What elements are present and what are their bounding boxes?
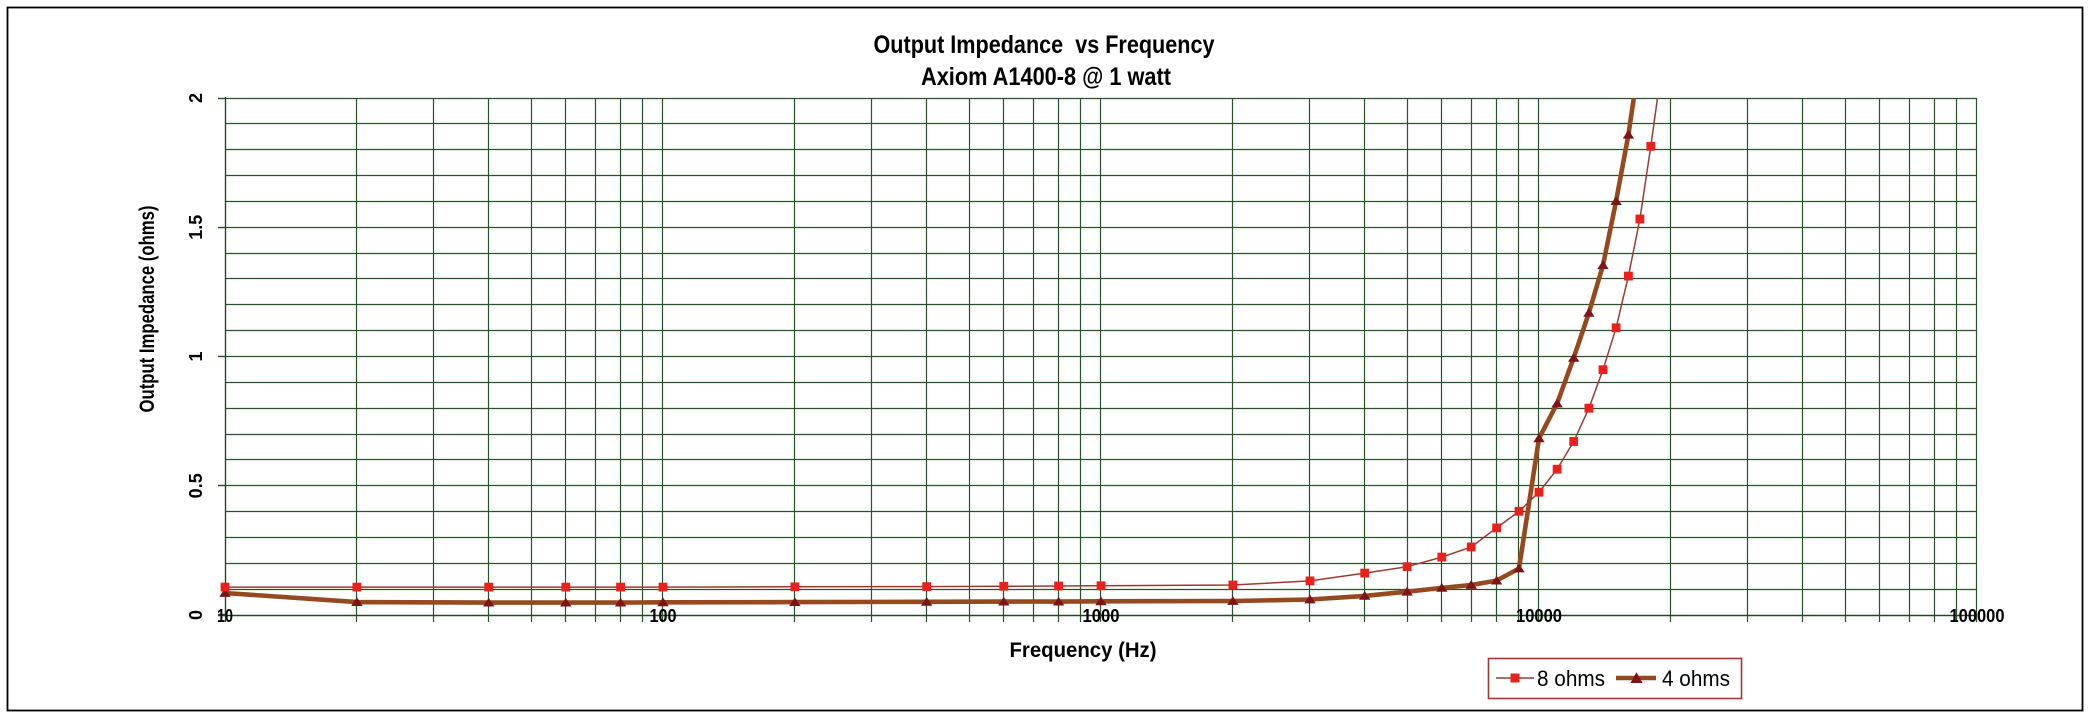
svg-text:Output Impedance vs Frequency: Output Impedance vs Frequency <box>874 31 1215 59</box>
svg-text:2: 2 <box>186 93 206 103</box>
svg-text:100: 100 <box>650 606 677 626</box>
svg-text:10: 10 <box>217 606 233 626</box>
svg-text:0.5: 0.5 <box>186 473 206 498</box>
svg-text:1000: 1000 <box>1083 606 1120 626</box>
svg-text:Frequency (Hz): Frequency (Hz) <box>1010 639 1157 662</box>
svg-text:8 ohms: 8 ohms <box>1537 666 1605 691</box>
svg-text:Axiom A1400-8 @ 1 watt: Axiom A1400-8 @ 1 watt <box>921 63 1172 91</box>
svg-text:0: 0 <box>186 610 206 620</box>
svg-text:1.5: 1.5 <box>186 215 206 240</box>
svg-text:1: 1 <box>186 351 206 361</box>
svg-text:100000: 100000 <box>1950 606 2005 626</box>
svg-text:10000: 10000 <box>1516 606 1562 626</box>
svg-text:4 ohms: 4 ohms <box>1662 666 1730 691</box>
svg-text:Output Impedance (ohms): Output Impedance (ohms) <box>136 206 159 413</box>
